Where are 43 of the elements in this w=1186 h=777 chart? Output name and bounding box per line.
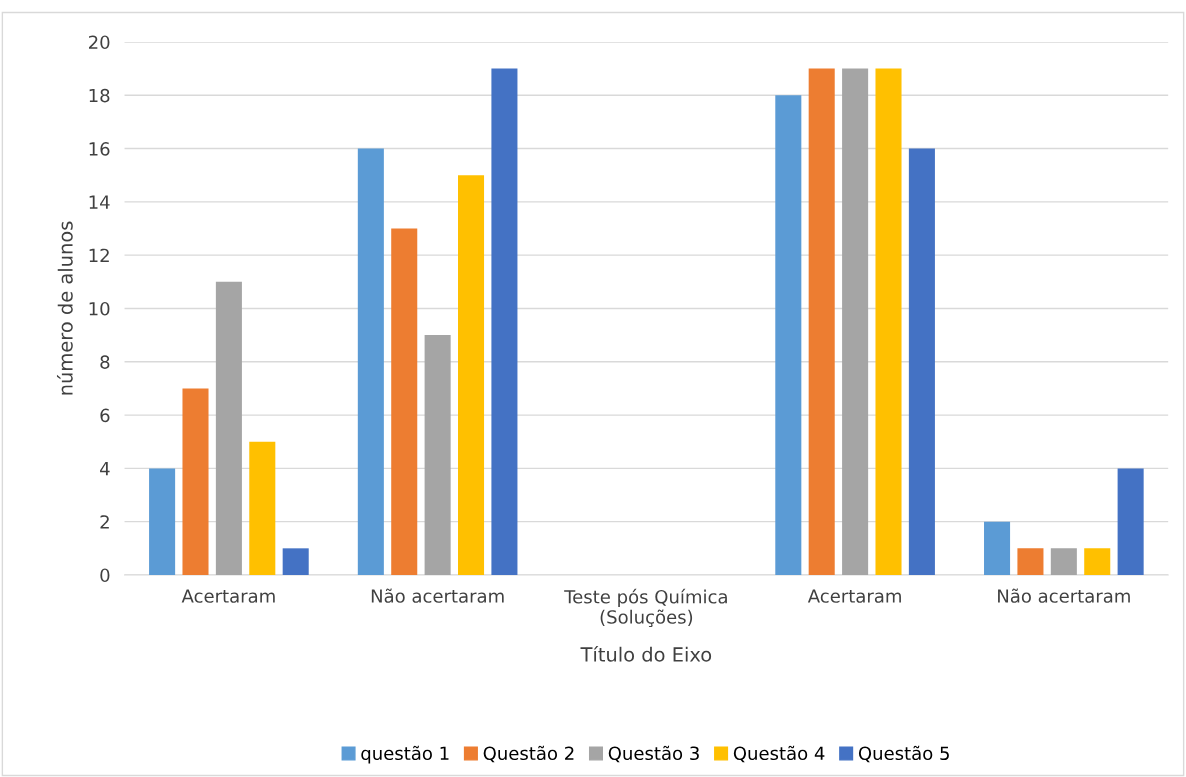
bar xyxy=(249,441,276,575)
y-tick-label: 20 xyxy=(88,35,110,50)
bar xyxy=(424,335,451,575)
bar xyxy=(491,68,518,575)
bar xyxy=(842,68,869,575)
bar xyxy=(149,468,176,575)
x-tick-label: Não acertaram xyxy=(371,588,504,603)
y-tick-label: 16 xyxy=(89,142,110,156)
bar xyxy=(357,148,384,575)
bar xyxy=(458,175,485,575)
legend-label: Questão 2 xyxy=(483,745,574,763)
x-tick-label: Acertaram xyxy=(807,589,901,603)
y-tick-label: 10 xyxy=(89,301,110,316)
bar xyxy=(908,148,935,575)
y-tick-label: 18 xyxy=(89,88,110,103)
y-tick-label: 0 xyxy=(100,568,110,583)
bar xyxy=(1117,468,1144,575)
y-tick-label: 12 xyxy=(89,248,109,263)
x-tick-label: Acertaram xyxy=(181,589,275,603)
y-tick-label: 14 xyxy=(89,195,110,209)
bar xyxy=(984,521,1011,575)
bar xyxy=(808,68,835,575)
bar xyxy=(391,228,418,575)
y-tick-label: 8 xyxy=(100,355,110,369)
bar xyxy=(1050,548,1077,575)
bar xyxy=(182,388,209,575)
legend-label: Questão 5 xyxy=(858,745,949,763)
bar xyxy=(875,68,902,575)
x-axis-title: Título do Eixo xyxy=(580,645,712,662)
x-tick-label: Teste pós Química (Soluções) xyxy=(564,588,727,628)
bar xyxy=(775,95,802,575)
legend-label: Questão 4 xyxy=(733,745,825,763)
y-tick-label: 6 xyxy=(100,408,110,423)
x-tick-label: Não acertaram xyxy=(998,588,1130,603)
bar xyxy=(1084,548,1111,575)
y-tick-label: 4 xyxy=(100,462,110,476)
legend-label: Questão 3 xyxy=(608,745,699,763)
y-tick-label: 2 xyxy=(100,515,109,529)
bar xyxy=(1017,548,1044,575)
bar xyxy=(282,548,309,575)
y-axis-title: número de alunos xyxy=(56,221,73,395)
legend-label: questão 1 xyxy=(361,745,449,764)
bar xyxy=(215,281,242,575)
